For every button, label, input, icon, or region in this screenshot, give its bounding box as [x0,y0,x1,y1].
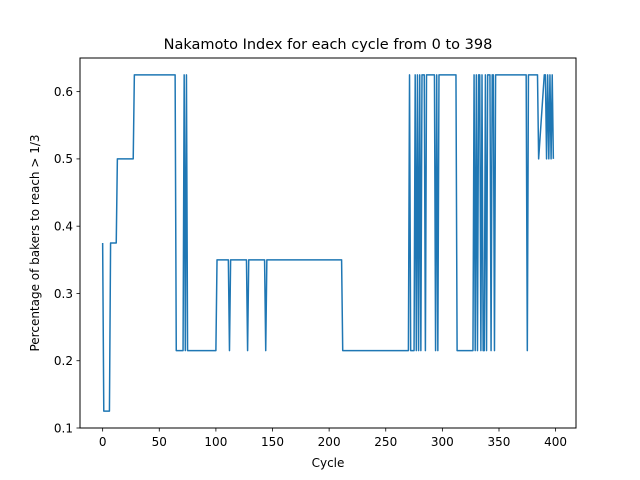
y-tick-label: 0.5 [54,152,73,166]
x-tick-label: 150 [261,435,284,449]
x-tick-label: 0 [99,435,107,449]
x-tick-label: 350 [488,435,511,449]
y-tick-label: 0.3 [54,287,73,301]
chart-title: Nakamoto Index for each cycle from 0 to … [164,37,493,53]
y-tick-label: 0.2 [54,354,73,368]
y-tick-label: 0.6 [54,85,73,99]
x-tick-label: 250 [374,435,397,449]
x-tick-label: 300 [431,435,454,449]
y-axis: 0.1 0.2 0.3 0.4 0.5 0.6 [54,85,80,435]
series-line-0 [101,74,555,412]
y-axis-label: Percentage of bakers to reach > 1/3 [28,134,42,351]
x-tick-label: 200 [318,435,341,449]
y-tick-label: 0.1 [54,421,73,435]
x-axis: 0 50 100 150 200 250 300 350 400 [99,428,567,449]
x-tick-label: 50 [152,435,167,449]
y-tick-label: 0.4 [54,219,73,233]
plot-area [101,74,555,412]
x-tick-label: 400 [544,435,567,449]
x-axis-label: Cycle [312,456,345,470]
x-tick-label: 100 [204,435,227,449]
axes-frame [79,57,577,429]
